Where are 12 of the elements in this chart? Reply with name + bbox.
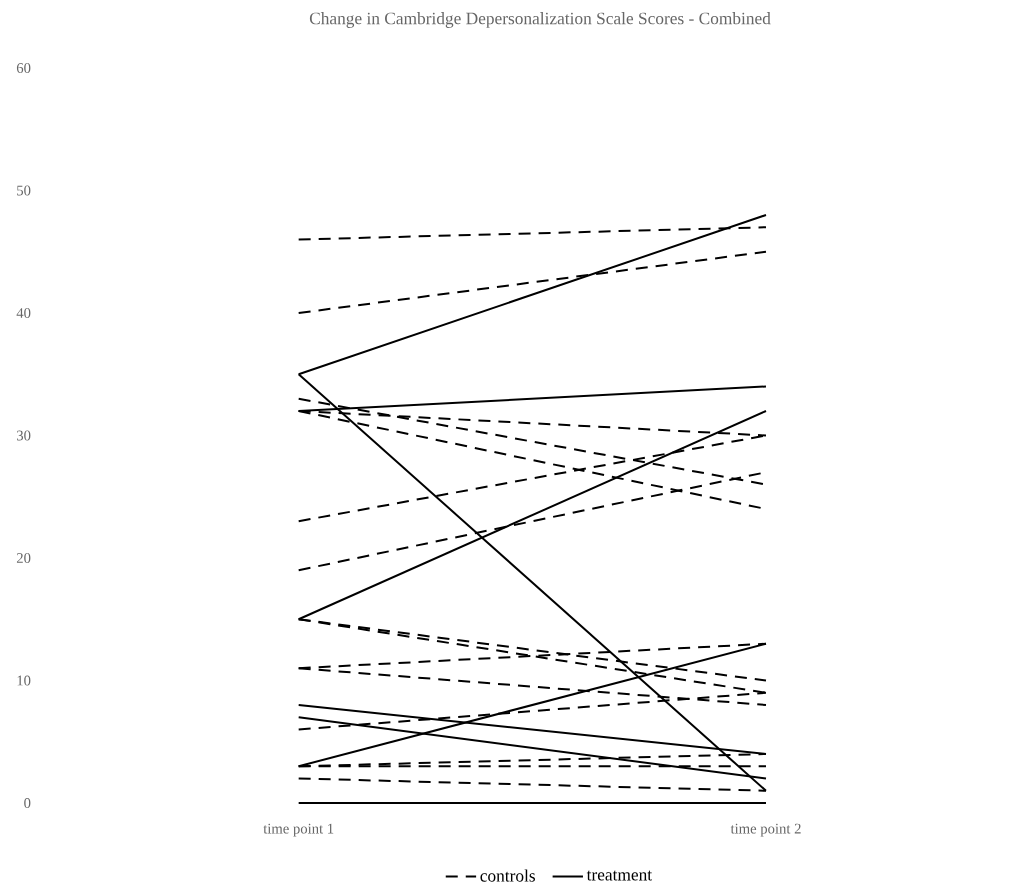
x-tick-label: time point 2 (730, 823, 801, 837)
y-tick-label: 0 (24, 798, 31, 808)
y-tick-label: 20 (16, 553, 31, 563)
y-tick-label: 50 (17, 185, 31, 196)
chart-title: Change in Cambridge Depersonalization Scale Scores - Combined (309, 12, 771, 28)
y-tick-label: 60 (16, 63, 31, 73)
y-tick-label: 30 (17, 430, 31, 441)
y-tick-label: 40 (16, 308, 31, 318)
x-tick-label: time point 1 (263, 823, 334, 837)
y-tick-label: 10 (17, 675, 31, 686)
legend-label: treatment (586, 870, 652, 881)
legend-label: controls (480, 869, 536, 882)
